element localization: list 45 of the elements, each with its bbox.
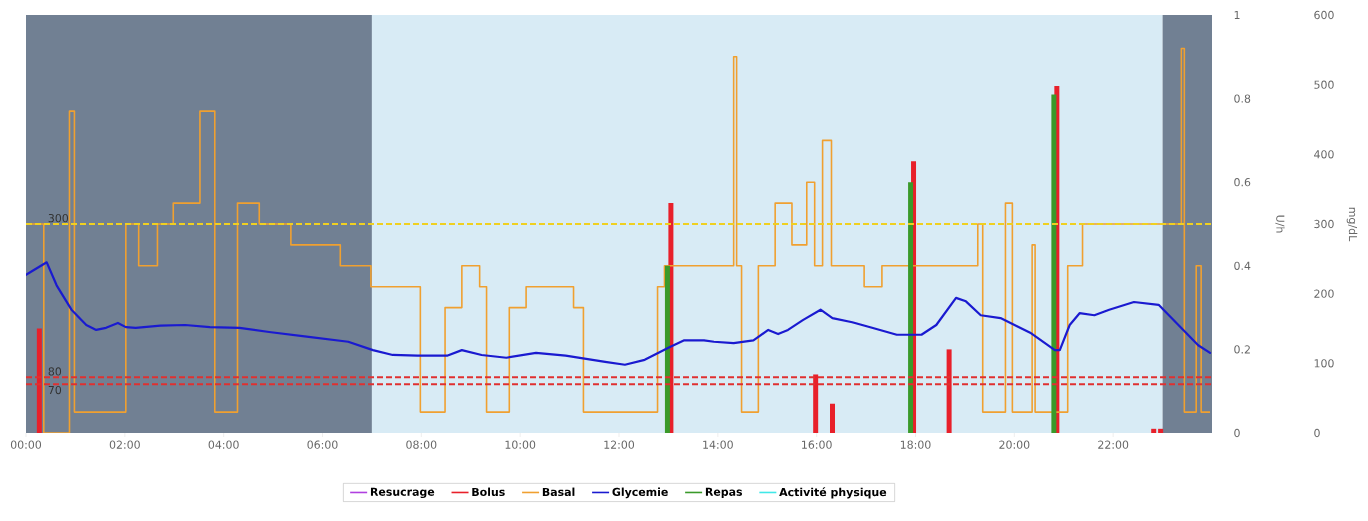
legend-label: Repas [705,487,743,498]
bar [1151,428,1157,433]
y-tick-label: 0.8 [1234,94,1251,103]
ref-line-label: 70 [48,385,62,395]
ref-line-label: 80 [48,367,62,376]
y-tick-label: 0.6 [1234,178,1251,187]
y2-axis-title: mg/dL [1346,207,1358,242]
ref-line-label: 300 [48,214,69,223]
x-tick-label: 16:00 [802,440,832,449]
bar [946,349,952,433]
x-tick-label: 00:00 [10,440,42,449]
y2-tick-label: 0 [1314,428,1320,438]
bar [908,182,914,433]
bar [829,403,835,433]
y-tick-label: 0 [1234,428,1240,438]
y2-tick-label: 300 [1314,219,1334,229]
y2-tick-label: 200 [1314,289,1334,298]
y2-tick-label: 500 [1314,80,1334,89]
bar [1051,94,1057,433]
bar [36,328,42,433]
y-tick-label: 0.2 [1234,345,1250,354]
x-tick-label: 22:00 [1098,440,1129,449]
x-tick-label: 12:00 [604,440,635,449]
legend-label: Resucrage [370,487,435,499]
x-tick-label: 10:00 [505,440,536,449]
y-tick-label: 1 [1234,11,1240,19]
x-tick-label: 08:00 [406,440,437,449]
x-tick-label: 18:00 [900,440,931,449]
x-tick-label: 14:00 [703,440,733,449]
x-tick-label: 04:00 [208,440,239,449]
legend-label: Glycemie [612,487,668,499]
y-axis-title: U/h [1275,215,1285,233]
legend-label: Activité physique [779,487,887,499]
legend-label: Bolus [472,487,505,497]
x-tick-label: 06:00 [307,440,338,449]
bar [813,374,819,433]
y-tick-label: 0.4 [1234,261,1251,270]
x-tick-label: 20:00 [999,440,1030,449]
legend-label: Basal [542,487,575,497]
bar [1158,428,1164,433]
y2-tick-label: 400 [1314,150,1334,159]
y2-tick-label: 600 [1314,10,1334,20]
x-tick-label: 02:00 [109,440,140,449]
bar [664,265,670,433]
y2-tick-label: 100 [1314,359,1334,368]
